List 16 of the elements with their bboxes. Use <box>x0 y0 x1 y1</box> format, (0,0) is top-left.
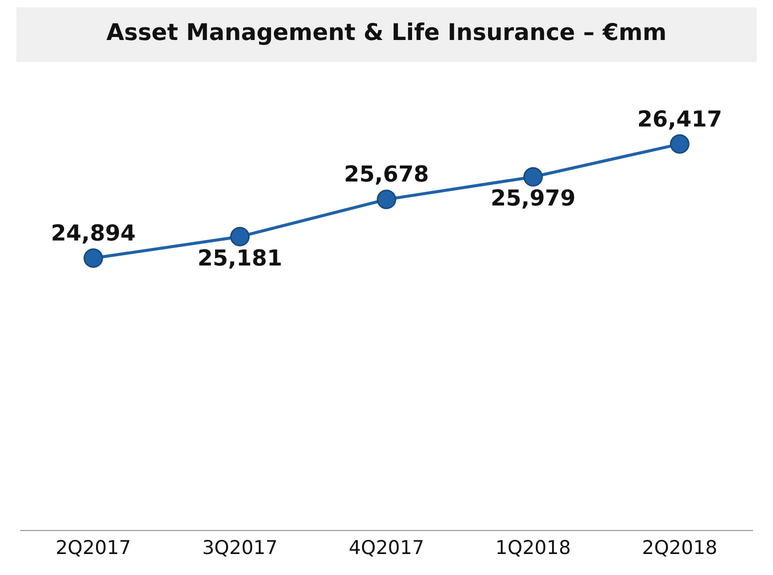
point <box>84 248 104 268</box>
point <box>376 190 396 210</box>
data-label: 25,979 <box>490 186 576 212</box>
point <box>670 134 690 154</box>
x-tick-label: 2Q2018 <box>642 536 718 559</box>
x-tick-label: 4Q2017 <box>348 536 424 559</box>
data-label: 26,417 <box>637 107 722 132</box>
x-tick-label: 1Q2018 <box>495 536 571 559</box>
x-tick-label: 2Q2017 <box>56 536 132 559</box>
data-label: 25,678 <box>344 162 429 188</box>
point <box>230 226 250 246</box>
chart-title: Asset Management & Life Insurance – €mm <box>106 20 667 46</box>
point <box>523 167 543 187</box>
data-label: 24,894 <box>50 221 136 246</box>
data-label: 25,181 <box>197 246 282 272</box>
x-tick-label: 3Q2017 <box>202 536 278 559</box>
